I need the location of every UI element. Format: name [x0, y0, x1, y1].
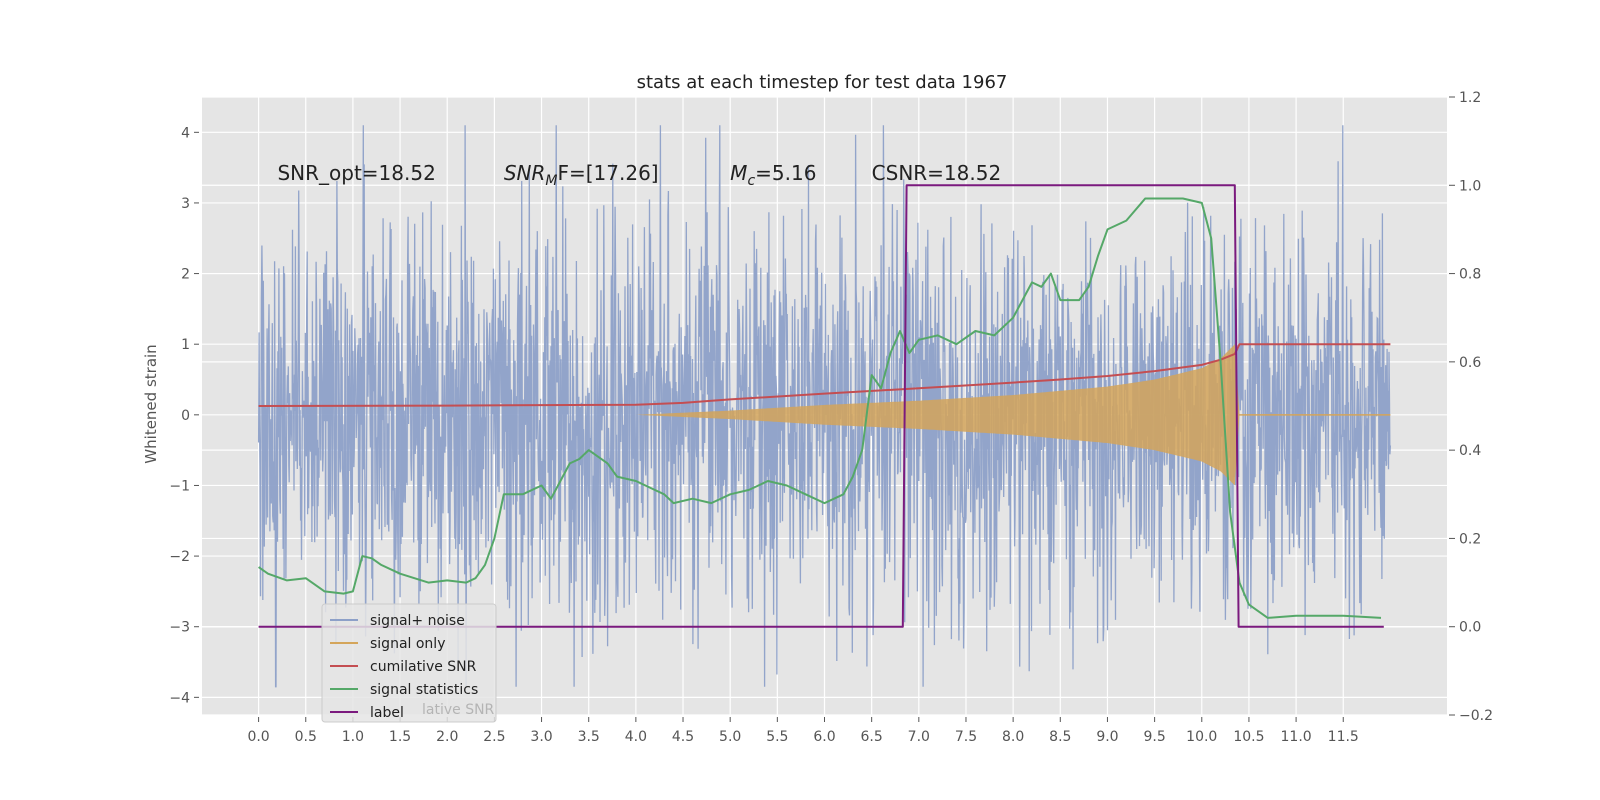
- chart-title: stats at each timestep for test data 196…: [637, 72, 1008, 93]
- x-tick-label: 6.5: [861, 729, 883, 745]
- legend-entry: signal only: [370, 636, 445, 652]
- x-tick-label: 3.5: [578, 729, 600, 745]
- y-axis-label: Whitened strain: [142, 344, 160, 463]
- x-tick-label: 3.0: [530, 729, 552, 745]
- y2-tick-label: 0.6: [1459, 355, 1481, 371]
- y2-tick-label: 0.8: [1459, 267, 1481, 283]
- x-tick-label: 2.0: [436, 729, 458, 745]
- x-tick-label: 0.0: [247, 729, 269, 745]
- annotation-text: SNRMF=[17.26]: [504, 161, 659, 189]
- x-tick-label: 4.0: [625, 729, 647, 745]
- y2-tick-label: 0.2: [1459, 531, 1481, 547]
- annotation-math-sub: M: [545, 173, 557, 189]
- x-tick-label: 8.0: [1002, 729, 1024, 745]
- x-tick-label: 11.5: [1328, 729, 1359, 745]
- x-tick-label: 9.5: [1143, 729, 1165, 745]
- annotation-math-main: SNR: [504, 161, 546, 185]
- y2-tick-label: 0.0: [1459, 620, 1481, 636]
- annotation-text: Mc=5.16: [730, 161, 816, 189]
- y2-tick-label: −0.2: [1459, 708, 1493, 724]
- series-signal-only-fill: [635, 344, 1240, 486]
- annotation-text: CSNR=18.52: [872, 161, 1002, 185]
- legend-entry: signal statistics: [370, 682, 478, 698]
- series-signal-statistics-line: [258, 197, 1382, 619]
- y-tick-label: −1: [169, 478, 190, 494]
- x-tick-label: 4.5: [672, 729, 694, 745]
- x-tick-label: 5.5: [766, 729, 788, 745]
- y-tick-label: 0: [181, 408, 190, 424]
- y-tick-label: 3: [181, 196, 190, 212]
- x-tick-label: 7.0: [908, 729, 930, 745]
- series-layer: [257, 125, 1392, 688]
- annotation-text: SNR_opt=18.52: [277, 161, 435, 185]
- x-tick-label: 2.5: [483, 729, 505, 745]
- y-tick-label: 4: [181, 125, 190, 141]
- annotation-math-rest: =5.16: [755, 161, 816, 185]
- series-cumulative-snr-line: [258, 343, 1391, 407]
- legend-entry: signal+ noise: [370, 613, 465, 629]
- x-tick-label: 10.0: [1186, 729, 1217, 745]
- x-tick-label: 9.0: [1096, 729, 1118, 745]
- x-tick-label: 0.5: [295, 729, 317, 745]
- x-tick-label: 10.5: [1233, 729, 1264, 745]
- x-tick-label: 1.0: [342, 729, 364, 745]
- annotation-math-main: M: [730, 161, 747, 185]
- legend: lative SNR signal+ noise signal only cumila…: [321, 603, 497, 723]
- annotation-math-sub: c: [747, 173, 755, 189]
- annotation-math-rest: F=[17.26]: [557, 161, 658, 185]
- series-label-line: [258, 184, 1384, 628]
- y-tick-label: −4: [169, 690, 190, 706]
- legend-entry: label: [370, 705, 404, 721]
- x-tick-label: 8.5: [1049, 729, 1071, 745]
- x-axis: 0.0 0.5 1.0 1.5 2.0 2.5 3.0 3.5 4.0 4.5 5.0 5.5 6.0 6…: [247, 717, 1359, 745]
- legend-entry: cumilative SNR: [370, 659, 477, 675]
- left-axis: 4 3 2 1 0 −1 −2 −3 −4: [169, 125, 199, 706]
- annotations: SNR_opt=18.52 SNRMF=[17.26] Mc=5.16 CSNR=18…: [277, 161, 1001, 189]
- right-axis: 1.2 1.0 0.8 0.6 0.4 0.2 0.0 −0.2: [1449, 90, 1493, 724]
- y2-tick-label: 1.2: [1459, 90, 1481, 106]
- x-tick-label: 11.0: [1281, 729, 1312, 745]
- y-tick-label: 2: [181, 267, 190, 283]
- legend-box: [321, 603, 497, 723]
- y-tick-label: 1: [181, 337, 190, 353]
- legend-hidden-text: lative SNR: [422, 702, 495, 718]
- x-tick-label: 1.5: [389, 729, 411, 745]
- y-tick-label: −2: [169, 549, 190, 565]
- y-tick-label: −3: [169, 620, 190, 636]
- y2-tick-label: 0.4: [1459, 443, 1481, 459]
- x-tick-label: 5.0: [719, 729, 741, 745]
- x-tick-label: 7.5: [955, 729, 977, 745]
- y2-tick-label: 1.0: [1459, 178, 1481, 194]
- x-tick-label: 6.0: [813, 729, 835, 745]
